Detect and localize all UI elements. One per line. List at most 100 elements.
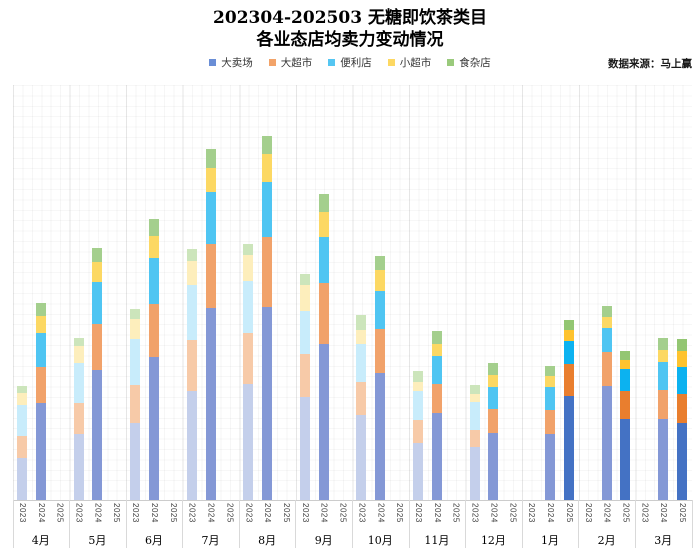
x-axis-month-label: 4月 [31,534,50,547]
bar-segment-便利店 [620,369,631,391]
bar-segment-食杂店 [35,303,46,316]
legend-item: 食杂店 [447,55,491,70]
x-tick-year-label: 2025 [168,503,178,523]
x-tick-year-label: 2025 [678,503,688,523]
bar-segment-便利店 [148,258,159,304]
bar-segment-大超市 [186,340,197,391]
month-separator-line [238,500,240,548]
x-tick-year-label: 2024 [432,503,442,523]
bar-segment-便利店 [299,311,310,354]
bar-segment-大超市 [469,430,480,447]
bar-segment-大卖场 [356,415,367,500]
bar-segment-小超市 [601,317,612,328]
bar-segment-食杂店 [431,331,442,344]
chart-title-line2: 各业态店均卖力变动情况 [256,30,444,50]
month-separator-line [125,500,127,548]
bar-segment-小超市 [545,376,556,387]
x-tick-year-label: 2023 [640,503,650,523]
stacked-bar-12月-2024 [488,363,499,500]
x-tick-year-label: 2023 [17,503,27,523]
stacked-bar-2月-2025 [620,351,631,500]
bar-segment-食杂店 [545,366,556,376]
x-tick-year-label: 2025 [112,503,122,523]
bar-segment-小超市 [92,262,103,282]
x-tick-year-label: 2025 [225,503,235,523]
month-separator-line [182,500,184,548]
x-tick-year-label: 2023 [414,503,423,523]
bar-segment-便利店 [16,405,27,436]
bar-segment-大超市 [16,436,27,458]
stacked-bar-6月-2024 [148,219,159,500]
bar-segment-大超市 [148,304,159,357]
legend-swatch-icon [387,59,395,66]
bar-segment-大超市 [243,333,254,384]
bar-segment-大超市 [545,410,556,434]
x-tick-year-label: 2024 [489,503,499,523]
bar-segment-小超市 [658,350,669,362]
bar-segment-食杂店 [563,320,574,330]
stacked-bar-11月-2023 [413,371,423,500]
bar-segment-便利店 [262,182,273,237]
bar-segment-大超市 [413,420,423,443]
legend-item: 便利店 [328,55,372,70]
bar-segment-大超市 [601,352,612,386]
bar-segment-小超市 [375,270,386,291]
x-axis-month-label: 12月 [480,534,506,547]
x-axis-month-label: 10月 [367,534,393,547]
month-separator-line [521,500,523,548]
x-tick-year-label: 2025 [564,503,574,523]
month-separator-line [352,500,353,548]
bar-segment-小超市 [73,346,84,363]
bar-segment-食杂店 [413,371,423,382]
x-axis-month-label: 1月 [541,534,560,547]
legend-swatch-icon [209,59,217,66]
bar-segment-小超市 [205,168,216,192]
legend-label: 大超市 [280,57,313,69]
bar-segment-便利店 [92,282,103,324]
x-tick-year-label: 2025 [395,503,405,523]
bar-segment-大超市 [35,367,46,403]
bar-segment-小超市 [563,330,574,341]
x-tick-year-label: 2025 [281,503,291,523]
bar-segment-小超市 [299,285,310,311]
bar-segment-大卖场 [262,307,273,500]
bar-segment-大卖场 [318,344,329,500]
x-tick-year-label: 2025 [55,503,65,523]
x-tick-year-label: 2023 [583,503,593,523]
x-axis-month-label: 3月 [654,534,673,547]
bar-segment-大卖场 [469,447,480,500]
stacked-bar-3月-2025 [677,339,688,500]
x-axis-month-label: 8月 [258,534,277,547]
bar-segment-大卖场 [620,419,631,500]
bar-segment-食杂店 [148,219,159,236]
x-axis-month-label: 11月 [424,534,450,547]
x-tick-year-label: 2024 [546,503,556,523]
month-separator-line [295,500,297,548]
bar-segment-大超市 [73,403,84,434]
x-tick-year-label: 2023 [357,503,367,523]
stacked-bar-1月-2025 [563,320,574,500]
bar-segment-便利店 [488,387,499,409]
stacked-bar-5月-2024 [92,248,103,500]
bar-segment-大超市 [262,237,273,307]
bar-segment-大卖场 [16,458,27,500]
bar-segment-食杂店 [92,248,103,262]
x-tick-year-label: 2024 [376,503,386,523]
x-tick-year-label: 2025 [508,503,518,523]
bar-segment-大超市 [431,384,442,413]
bar-segment-食杂店 [73,338,84,346]
bar-segment-大超市 [318,283,329,344]
stacked-bar-9月-2024 [318,194,329,500]
x-tick-year-label: 2023 [131,503,141,523]
bar-segment-大卖场 [243,384,254,500]
legend-item: 小超市 [387,55,431,70]
x-tick-year-label: 2024 [149,503,159,523]
bar-segment-大卖场 [431,413,442,500]
month-separator-line [465,500,467,548]
bar-segment-便利店 [318,237,329,283]
x-axis-month-label: 9月 [314,534,333,547]
x-tick-year-label: 2023 [244,503,254,523]
bar-segment-大卖场 [35,403,46,500]
chart-title: 202304-202503 无糖即饮茶类目 各业态店均卖力变动情况 [0,7,700,51]
bar-segment-食杂店 [375,256,386,270]
